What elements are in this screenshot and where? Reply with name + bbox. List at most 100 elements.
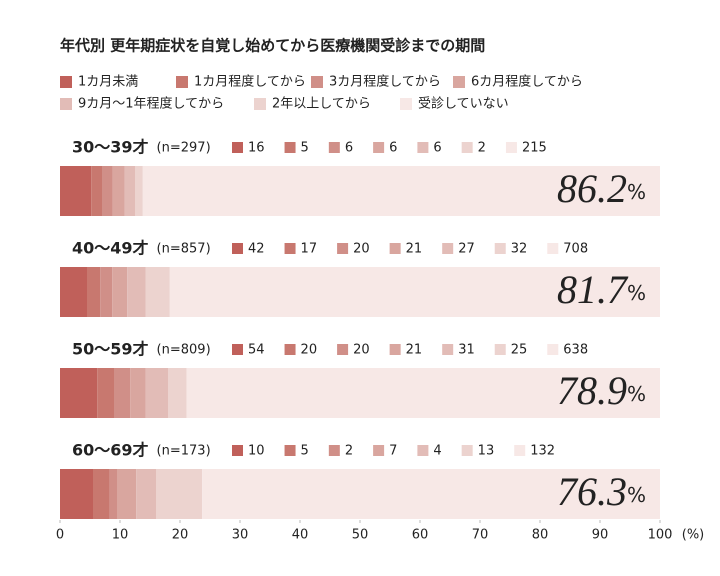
count-label: 6 xyxy=(389,141,397,156)
legend-label: 6カ月程度してから xyxy=(471,74,583,90)
x-tick-label: 50 xyxy=(352,528,369,543)
count-label: 708 xyxy=(563,242,588,257)
legend-swatch xyxy=(311,76,323,88)
count-label: 31 xyxy=(458,343,475,358)
count-label: 27 xyxy=(458,242,475,257)
count-swatch xyxy=(284,344,296,355)
percent-value: 78.9 xyxy=(557,368,627,413)
n-label: (n=297) xyxy=(157,141,211,156)
x-tick-label: 60 xyxy=(412,528,429,543)
count-label: 6 xyxy=(433,141,441,156)
bar-segment xyxy=(91,166,102,216)
percent-label: 86.2% xyxy=(557,166,646,211)
legend-label: 受診していない xyxy=(418,96,509,112)
count-label: 7 xyxy=(389,444,397,459)
group-label: 60〜69才 xyxy=(72,441,149,460)
count-swatch xyxy=(373,142,385,153)
x-tick-label: 90 xyxy=(592,528,609,543)
bar-segment xyxy=(142,166,661,216)
legend-label: 3カ月程度してから xyxy=(329,74,441,90)
count-swatch xyxy=(461,142,473,153)
percent-value: 76.3 xyxy=(557,469,627,514)
count-swatch xyxy=(337,243,349,254)
count-label: 20 xyxy=(353,343,370,358)
count-swatch xyxy=(337,344,349,355)
group-label: 50〜59才 xyxy=(72,340,149,359)
count-label: 2 xyxy=(345,444,353,459)
bar-segment xyxy=(202,469,660,519)
x-tick-label: 20 xyxy=(172,528,189,543)
bar-segment xyxy=(117,469,137,519)
count-swatch xyxy=(461,445,473,456)
n-label: (n=809) xyxy=(157,343,211,358)
percent-unit: % xyxy=(627,382,646,406)
legend-swatch xyxy=(400,98,412,110)
count-label: 2 xyxy=(478,141,486,156)
legend-swatch xyxy=(60,98,72,110)
group-label: 40〜49才 xyxy=(72,239,149,258)
n-label: (n=173) xyxy=(157,444,211,459)
bar-segment xyxy=(60,469,93,519)
percent-label: 78.9% xyxy=(557,368,646,413)
count-swatch xyxy=(328,445,340,456)
bar-segment xyxy=(127,267,146,317)
count-swatch xyxy=(373,445,385,456)
bar-segment xyxy=(156,469,203,519)
bar-segment xyxy=(130,368,146,418)
count-swatch xyxy=(417,142,429,153)
bar-segment xyxy=(168,368,187,418)
count-swatch xyxy=(505,142,517,153)
bar-segment xyxy=(145,267,170,317)
percent-value: 86.2 xyxy=(557,166,627,211)
x-tick-label: 40 xyxy=(292,528,309,543)
count-swatch xyxy=(232,344,243,355)
bar-segment xyxy=(109,469,117,519)
count-label: 4 xyxy=(433,444,441,459)
count-swatch xyxy=(494,344,506,355)
count-swatch xyxy=(417,445,429,456)
count-label: 17 xyxy=(301,242,318,257)
count-swatch xyxy=(284,243,296,254)
bar-segment xyxy=(136,469,156,519)
bar-segment xyxy=(135,166,143,216)
x-tick-label: 0 xyxy=(56,528,64,543)
count-swatch xyxy=(514,445,526,456)
legend-label: 1カ月程度してから xyxy=(194,74,306,90)
group-label: 30〜39才 xyxy=(72,138,149,157)
bar-segment xyxy=(87,267,101,317)
bar-segment xyxy=(186,368,660,418)
percent-unit: % xyxy=(627,180,646,204)
count-swatch xyxy=(494,243,506,254)
count-swatch xyxy=(547,243,559,254)
count-swatch xyxy=(389,243,401,254)
count-label: 132 xyxy=(530,444,555,459)
count-swatch xyxy=(284,445,296,456)
count-label: 16 xyxy=(248,141,265,156)
legend-swatch xyxy=(254,98,266,110)
percent-label: 81.7% xyxy=(557,267,646,312)
bar-segment xyxy=(169,267,661,317)
count-label: 5 xyxy=(301,141,309,156)
count-swatch xyxy=(328,142,340,153)
x-tick-label: 100 xyxy=(648,528,673,543)
n-label: (n=857) xyxy=(157,242,211,257)
x-tick-label: 10 xyxy=(112,528,129,543)
percent-value: 81.7 xyxy=(557,267,629,312)
bar-segment xyxy=(93,469,110,519)
count-swatch xyxy=(547,344,559,355)
count-swatch xyxy=(284,142,296,153)
count-label: 13 xyxy=(478,444,495,459)
count-label: 6 xyxy=(345,141,353,156)
percent-label: 76.3% xyxy=(557,469,646,514)
bar-segment xyxy=(112,267,128,317)
percent-unit: % xyxy=(627,483,646,507)
count-label: 215 xyxy=(522,141,547,156)
bar-segment xyxy=(60,267,87,317)
legend-swatch xyxy=(60,76,72,88)
count-label: 42 xyxy=(248,242,265,257)
count-label: 32 xyxy=(511,242,528,257)
legend-label: 1カ月未満 xyxy=(78,75,138,90)
legend-swatch xyxy=(453,76,465,88)
x-axis-label: (%) xyxy=(682,528,705,543)
